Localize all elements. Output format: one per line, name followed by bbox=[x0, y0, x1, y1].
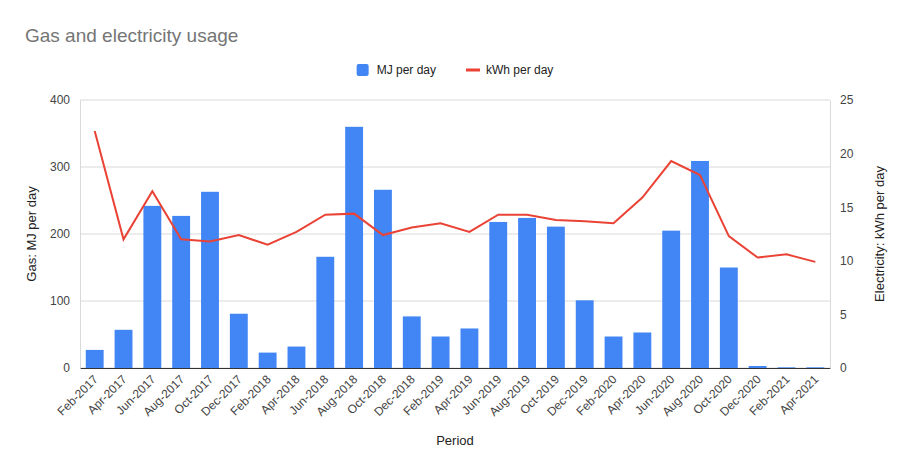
y2-axis-tick-label: 10 bbox=[840, 254, 854, 268]
y-axis-line bbox=[80, 101, 81, 369]
bar bbox=[576, 300, 594, 368]
legend: MJ per day kWh per day bbox=[357, 63, 554, 77]
bar bbox=[460, 328, 478, 368]
grid-line bbox=[80, 368, 830, 369]
y2-axis-line bbox=[830, 101, 831, 369]
legend-item: kWh per day bbox=[466, 63, 553, 77]
bar bbox=[259, 353, 277, 368]
y2-axis: 0 5 10 15 20 25 bbox=[830, 93, 854, 375]
y2-axis-tick: 25 bbox=[830, 93, 854, 107]
y2-axis-tick: 10 bbox=[830, 254, 854, 268]
grid-line bbox=[80, 234, 830, 235]
y2-axis-tick: 0 bbox=[830, 361, 847, 375]
bar bbox=[143, 206, 161, 368]
bar bbox=[518, 218, 536, 368]
y2-axis-tick-label: 0 bbox=[840, 361, 847, 375]
bar bbox=[547, 227, 565, 368]
y-axis-tick: 100 bbox=[50, 294, 80, 308]
y-axis-tick-label: 200 bbox=[50, 227, 70, 241]
y2-axis-tick: 20 bbox=[830, 147, 854, 161]
bar bbox=[605, 337, 623, 368]
y2-axis-tick: 5 bbox=[830, 308, 847, 322]
chart-svg: Gas and electricity usage Feb-2017Apr-201… bbox=[0, 0, 910, 473]
grid bbox=[80, 100, 830, 368]
legend-swatch bbox=[357, 64, 369, 76]
x-axis: Feb-2017Apr-2017Jun-2017Aug-2017Oct-2017… bbox=[55, 368, 831, 419]
bar bbox=[749, 366, 767, 368]
y-axis-tick: 0 bbox=[63, 361, 80, 375]
chart-container: Gas and electricity usage Feb-2017Apr-201… bbox=[0, 0, 910, 473]
bar-series bbox=[86, 127, 824, 368]
y2-axis-tick-label: 20 bbox=[840, 147, 854, 161]
y-axis-tick: 200 bbox=[50, 227, 80, 241]
y-axis-tick-label: 300 bbox=[50, 160, 70, 174]
y-axis-tick-label: 0 bbox=[63, 361, 70, 375]
plot-marks bbox=[86, 127, 824, 368]
bar bbox=[374, 190, 392, 368]
y-axis-tick-label: 400 bbox=[50, 93, 70, 107]
y2-axis-tick: 15 bbox=[830, 201, 854, 215]
legend-swatch bbox=[466, 69, 480, 72]
bar bbox=[662, 231, 680, 368]
grid-line bbox=[80, 301, 830, 302]
grid-line bbox=[80, 167, 830, 168]
x-tick-label: Apr-2021 bbox=[777, 372, 822, 417]
y-axis-tick: 300 bbox=[50, 160, 80, 174]
legend-label: kWh per day bbox=[486, 63, 553, 77]
bar bbox=[86, 350, 104, 368]
bar bbox=[316, 257, 334, 368]
y-axis-title: Gas: MJ per day bbox=[24, 186, 39, 282]
bar bbox=[432, 337, 450, 368]
bar bbox=[345, 127, 363, 368]
x-axis-title: Period bbox=[436, 433, 474, 448]
x-tick: Apr-2021 bbox=[777, 368, 822, 417]
y-axis: 0 100 200 300 400 bbox=[50, 93, 81, 375]
grid-line bbox=[80, 100, 830, 101]
x-axis-line bbox=[81, 368, 831, 369]
legend-item: MJ per day bbox=[357, 63, 436, 77]
bar bbox=[115, 330, 133, 368]
bar bbox=[691, 161, 709, 368]
y2-axis-title: Electricity: kWh per day bbox=[872, 166, 887, 302]
bar bbox=[201, 192, 219, 368]
bar bbox=[778, 367, 796, 368]
y2-axis-tick-label: 5 bbox=[840, 308, 847, 322]
y-axis-tick-label: 100 bbox=[50, 294, 70, 308]
bar bbox=[230, 314, 248, 368]
bar bbox=[489, 222, 507, 368]
chart-title: Gas and electricity usage bbox=[25, 25, 238, 46]
bar bbox=[403, 316, 421, 368]
bar bbox=[288, 347, 306, 368]
y-axis-tick: 400 bbox=[50, 93, 80, 107]
bar bbox=[720, 268, 738, 369]
line bbox=[95, 131, 816, 262]
bar bbox=[806, 367, 824, 368]
y2-axis-tick-label: 15 bbox=[840, 201, 854, 215]
legend-label: MJ per day bbox=[377, 63, 436, 77]
y2-axis-tick-label: 25 bbox=[840, 93, 854, 107]
bar bbox=[633, 332, 651, 368]
